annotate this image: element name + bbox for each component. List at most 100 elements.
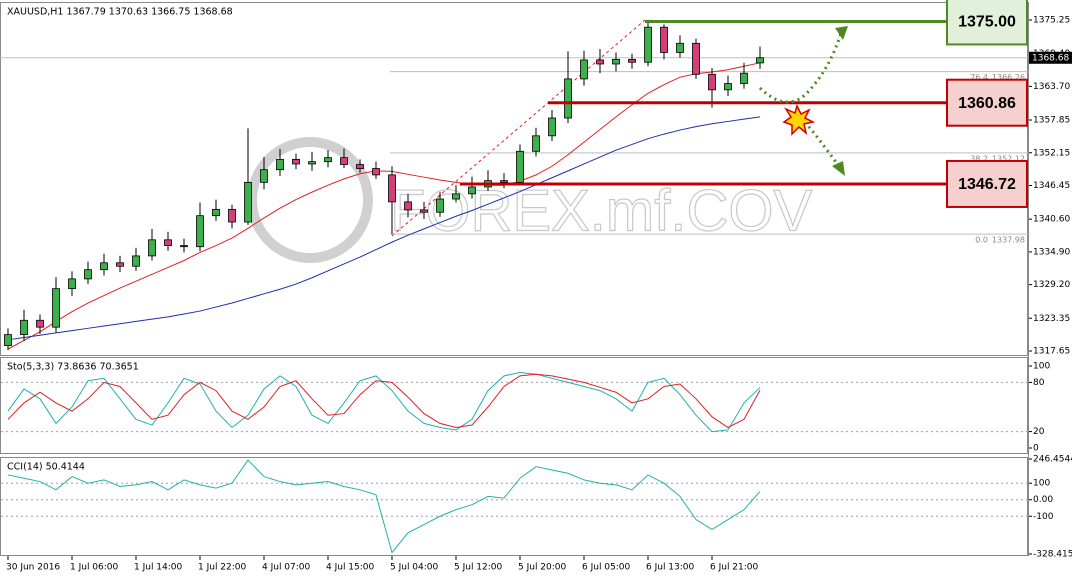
candle-body [308, 161, 316, 165]
candle-body [420, 209, 428, 213]
indicator-line [7, 373, 761, 429]
fib-diagonal [391, 19, 646, 237]
candle-body [468, 186, 476, 195]
candle-body [628, 58, 636, 63]
y-tick-label: 1363.70 [1033, 82, 1070, 92]
stoch-pane [0, 357, 1028, 454]
candle-body [244, 181, 252, 223]
fib-price: 1352.12 [992, 154, 1025, 163]
y-tick-label: 20 [1033, 427, 1045, 437]
x-tick-label: 4 Jul 15:00 [326, 563, 375, 573]
x-tick-label: 6 Jul 13:00 [646, 563, 695, 573]
y-tick-label: 1329.20 [1033, 280, 1070, 290]
candle-body [500, 180, 508, 183]
candle-body [164, 239, 172, 246]
fib-price: 1366.26 [992, 73, 1025, 82]
y-tick-label: 1334.90 [1033, 247, 1070, 257]
y-tick-label: 80 [1033, 378, 1045, 388]
y-tick-label: 1340.60 [1033, 215, 1070, 225]
y-tick-label: 100 [1033, 479, 1050, 489]
x-tick-label: 5 Jul 20:00 [518, 563, 567, 573]
down-arrow-head [832, 161, 845, 176]
x-tick-label: 4 Jul 07:00 [262, 563, 311, 573]
pane-title: XAUUSD,H1 1367.79 1370.63 1366.75 1368.6… [7, 7, 233, 18]
candle-body [212, 208, 220, 217]
breakout-icon [782, 103, 816, 136]
candle-body [660, 26, 668, 53]
watermark-logo [247, 137, 373, 263]
fib-ratio: 38.2 [970, 154, 988, 163]
cci-pane [0, 457, 1028, 556]
candle-body [276, 158, 284, 171]
candle-body [596, 59, 604, 65]
candle-body [340, 157, 348, 165]
candle-body [84, 269, 92, 280]
candle-body [292, 158, 300, 165]
y-tick-label: 0.00 [1033, 495, 1053, 505]
candle-body [404, 201, 412, 211]
up-arrow-head [835, 26, 848, 40]
y-tick-label: 1346.45 [1033, 181, 1070, 191]
level-label: 1346.72 [958, 176, 1016, 193]
x-tick-label: 1 Jul 06:00 [70, 563, 119, 573]
pane-title: CCI(14) 50.4144 [7, 462, 85, 473]
candle-body [692, 42, 700, 75]
candle-body [740, 72, 748, 84]
fib-price: 1337.98 [992, 236, 1025, 245]
x-tick-label: 6 Jul 21:00 [710, 563, 759, 573]
candle-body [52, 288, 60, 328]
candle-body [100, 262, 108, 271]
candle-body [324, 157, 332, 163]
level-box [946, 159, 1028, 208]
candle-body [516, 150, 524, 183]
y-tick-label: -328.4153 [1033, 550, 1072, 560]
candle-body [132, 255, 140, 267]
candle-body [724, 83, 732, 91]
candle-body [676, 42, 684, 53]
candle-body [548, 117, 556, 137]
last-price-label: 1368.68 [1032, 53, 1069, 63]
y-tick-label: 246.4544 [1033, 455, 1072, 465]
x-tick-label: 1 Jul 14:00 [134, 563, 183, 573]
level-label: 1375.00 [958, 14, 1016, 31]
indicator-line [7, 459, 761, 554]
candle-body [68, 278, 76, 290]
y-tick-label: 1375.25 [1033, 16, 1070, 26]
candle-body [116, 262, 124, 267]
y-tick-label: 0 [1033, 444, 1039, 454]
candle-body [532, 135, 540, 152]
fib-ratio: 0.0 [975, 236, 988, 245]
level-box [946, 78, 1028, 127]
candle-body [644, 26, 652, 63]
y-tick-label: -100 [1033, 512, 1054, 522]
candle-body [580, 59, 588, 80]
candle-body [612, 58, 620, 65]
watermark-group: FOREX.mf.COV [247, 137, 813, 263]
y-tick-label: 1352.15 [1033, 148, 1070, 158]
indicator-line [7, 372, 761, 433]
candle-body [20, 319, 28, 336]
y-tick-label: 1317.65 [1033, 347, 1070, 357]
up-arrow [758, 29, 844, 104]
down-arrow [803, 121, 840, 166]
x-tick-label: 5 Jul 04:00 [390, 563, 439, 573]
candle-body [388, 174, 396, 203]
y-tick-label: 1357.85 [1033, 116, 1070, 126]
candle-body [372, 168, 380, 176]
candle-body [564, 78, 572, 119]
x-tick-label: 1 Jul 22:00 [198, 563, 247, 573]
candle-body [356, 164, 364, 169]
x-tick-label: 30 Jun 2016 [6, 563, 60, 573]
candle-body [756, 57, 764, 64]
candle-body [148, 239, 156, 257]
pane-title: Sto(5,3,3) 73.8636 70.3651 [7, 362, 139, 373]
candle-body [436, 198, 444, 213]
candle-body [708, 73, 716, 91]
candle-body [452, 193, 460, 200]
candle-body [4, 334, 12, 346]
candle-body [180, 245, 188, 248]
candle-body [228, 208, 236, 223]
